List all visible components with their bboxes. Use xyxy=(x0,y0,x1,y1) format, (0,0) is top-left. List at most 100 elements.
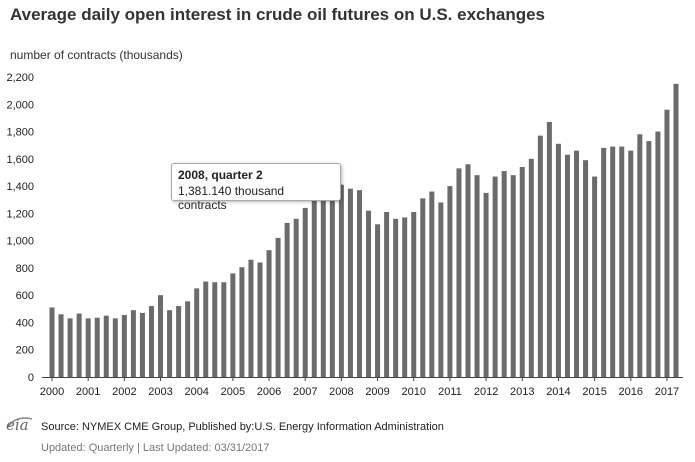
bar[interactable] xyxy=(592,177,597,377)
bar[interactable] xyxy=(357,190,362,377)
bar[interactable] xyxy=(429,192,434,377)
bar[interactable] xyxy=(68,318,73,377)
bar[interactable] xyxy=(86,318,91,377)
bar[interactable] xyxy=(131,310,136,377)
bar[interactable] xyxy=(664,110,669,377)
bar[interactable] xyxy=(493,177,498,377)
x-tick-label: 2014 xyxy=(546,386,570,398)
bar[interactable] xyxy=(583,160,588,377)
x-tick-label: 2011 xyxy=(438,386,462,398)
bar[interactable] xyxy=(393,219,398,377)
bar[interactable] xyxy=(475,175,480,377)
bar[interactable] xyxy=(239,267,244,377)
bar[interactable] xyxy=(285,223,290,377)
bar[interactable] xyxy=(194,288,199,377)
bar[interactable] xyxy=(212,282,217,377)
x-tick-label: 2005 xyxy=(221,386,245,398)
bar[interactable] xyxy=(122,315,127,377)
bar[interactable] xyxy=(637,134,642,377)
x-tick-label: 2001 xyxy=(76,386,100,398)
bar[interactable] xyxy=(502,171,507,377)
bar[interactable] xyxy=(565,155,570,377)
bar[interactable] xyxy=(610,147,615,377)
bar[interactable] xyxy=(59,314,64,377)
updated-note: Updated: Quarterly | Last Updated: 03/31… xyxy=(41,442,270,454)
bar[interactable] xyxy=(447,186,452,377)
bar[interactable] xyxy=(538,136,543,377)
bar[interactable] xyxy=(366,211,371,377)
bar[interactable] xyxy=(520,167,525,377)
tooltip-title: 2008, quarter 2 xyxy=(178,168,334,182)
x-tick-label: 2006 xyxy=(257,386,281,398)
bar[interactable] xyxy=(149,306,154,377)
bar[interactable] xyxy=(185,301,190,377)
x-tick-label: 2004 xyxy=(184,386,208,398)
bar[interactable] xyxy=(628,151,633,377)
bar[interactable] xyxy=(140,313,145,377)
bar[interactable] xyxy=(456,168,461,377)
bar[interactable] xyxy=(375,224,380,377)
x-tick-label: 2009 xyxy=(365,386,389,398)
x-tick-label: 2002 xyxy=(112,386,136,398)
bar[interactable] xyxy=(248,260,253,377)
y-tick-label: 1,200 xyxy=(6,208,34,220)
bar[interactable] xyxy=(258,262,263,377)
bar[interactable] xyxy=(50,307,55,377)
bar[interactable] xyxy=(601,148,606,377)
bar[interactable] xyxy=(484,193,489,377)
bar[interactable] xyxy=(276,238,281,377)
x-tick-label: 2013 xyxy=(510,386,534,398)
bar[interactable] xyxy=(104,316,109,377)
tooltip-value: 1,381.140 thousand contracts xyxy=(178,184,334,212)
bar[interactable] xyxy=(230,273,235,377)
bar[interactable] xyxy=(511,175,516,377)
bar[interactable] xyxy=(674,84,679,377)
bar[interactable] xyxy=(547,122,552,377)
y-axis-ticks: 0 200 400 600 800 1,000 1,200 1,400 1,600 1,800 2,… xyxy=(6,72,34,384)
bar[interactable] xyxy=(411,212,416,377)
bar[interactable] xyxy=(438,202,443,377)
bar[interactable] xyxy=(312,200,317,377)
bar[interactable] xyxy=(348,189,353,377)
bar[interactable] xyxy=(655,132,660,377)
bar[interactable] xyxy=(339,185,344,377)
source-note: Source: NYMEX CME Group, Published by:U.… xyxy=(41,421,444,433)
bar[interactable] xyxy=(466,164,471,377)
y-tick-label: 200 xyxy=(16,345,34,357)
bar-chart: 02004006008001,0001,2001,4001,6001,8002,… xyxy=(0,0,695,462)
bar[interactable] xyxy=(420,198,425,377)
x-tick-label: 2010 xyxy=(401,386,425,398)
eia-logo-text: eia xyxy=(6,416,29,434)
bar[interactable] xyxy=(176,306,181,377)
y-tick-label: 1,000 xyxy=(6,236,34,248)
bar[interactable] xyxy=(619,147,624,377)
x-tick-label: 2003 xyxy=(148,386,172,398)
bar[interactable] xyxy=(574,151,579,377)
tooltip: 2008, quarter 2 1,381.140 thousand contr… xyxy=(171,163,341,201)
bar[interactable] xyxy=(167,310,172,377)
y-tick-label: 2,200 xyxy=(6,72,34,84)
x-tick-label: 2016 xyxy=(619,386,643,398)
bar[interactable] xyxy=(267,250,272,377)
bar[interactable] xyxy=(303,208,308,377)
bar[interactable] xyxy=(402,217,407,377)
y-tick-label: 1,800 xyxy=(6,127,34,139)
y-tick-label: 1,400 xyxy=(6,181,34,193)
bar[interactable] xyxy=(556,144,561,377)
bar[interactable] xyxy=(384,212,389,377)
bar[interactable] xyxy=(95,318,100,377)
bar[interactable] xyxy=(158,295,163,377)
bars xyxy=(50,84,679,377)
x-axis-ticks: 2000 2001 2002 2003 2004 2005 2006 2007 2008 2009… xyxy=(40,377,679,398)
y-tick-label: 1,600 xyxy=(6,154,34,166)
y-tick-label: 2,000 xyxy=(6,99,34,111)
y-tick-label: 600 xyxy=(16,290,34,302)
bar[interactable] xyxy=(294,219,299,377)
bar[interactable] xyxy=(77,314,82,377)
bar[interactable] xyxy=(203,282,208,377)
bar[interactable] xyxy=(529,159,534,377)
bar[interactable] xyxy=(221,282,226,377)
bar[interactable] xyxy=(646,141,651,377)
x-tick-label: 2008 xyxy=(329,386,353,398)
bar[interactable] xyxy=(113,318,118,377)
